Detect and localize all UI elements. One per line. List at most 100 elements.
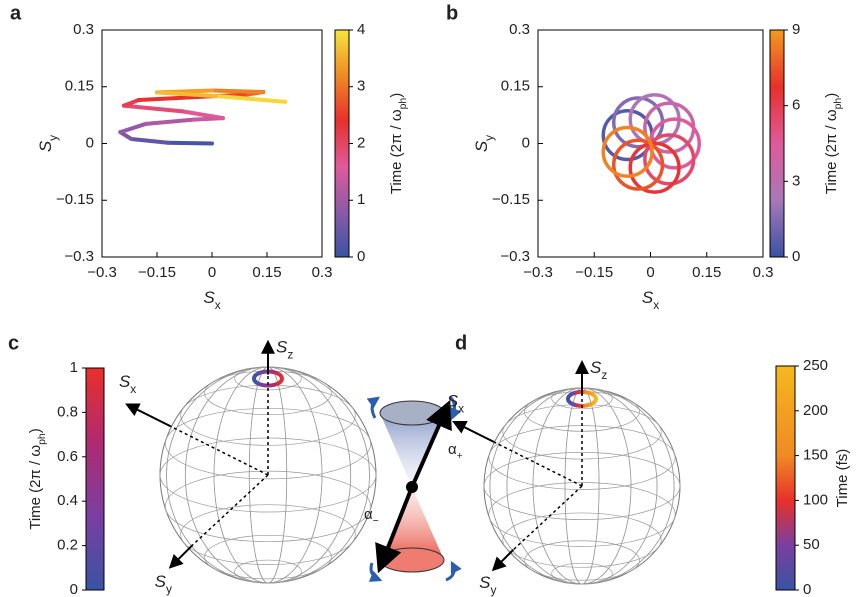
axis-label: Sz bbox=[590, 358, 607, 382]
x-axis-label-part: x bbox=[653, 298, 659, 312]
colorbar-tick-label: 9 bbox=[792, 21, 800, 38]
colorbar-label-part: ph bbox=[36, 433, 48, 445]
colorbar-tick-label: 250 bbox=[803, 357, 828, 374]
x-tick-label: −0.15 bbox=[138, 264, 176, 281]
axis-label: Sy bbox=[155, 572, 172, 596]
axis-label-part: S bbox=[590, 358, 602, 377]
y-axis-label: Sy bbox=[36, 135, 60, 152]
axis-y bbox=[168, 544, 194, 569]
x-tick-label: −0.3 bbox=[87, 264, 117, 281]
trajectory-segment bbox=[122, 103, 185, 114]
axis-label-part: y bbox=[490, 583, 496, 597]
latitude bbox=[502, 512, 662, 568]
colorbar bbox=[775, 365, 796, 591]
latitude bbox=[483, 452, 681, 520]
trajectory-segment bbox=[136, 94, 207, 102]
colorbar-tick-label: 3 bbox=[792, 172, 800, 189]
colorbar-tick-label: 1 bbox=[70, 359, 78, 376]
colorbar-tick-label: 0 bbox=[357, 248, 365, 265]
colorbar-tick-label: 0.8 bbox=[57, 403, 78, 420]
colorbar-tick-label: 2 bbox=[357, 134, 365, 151]
axis-x bbox=[452, 421, 495, 443]
trajectory-segment bbox=[210, 88, 266, 95]
trajectory-segment bbox=[180, 109, 225, 121]
colorbar-tick-label: 3 bbox=[357, 78, 365, 95]
trajectory-loop bbox=[643, 133, 696, 186]
cone-label-part: α bbox=[364, 506, 373, 523]
axis-label-part: z bbox=[601, 368, 607, 382]
trajectory-segment bbox=[144, 117, 196, 126]
colorbar-tick-label: 200 bbox=[803, 402, 828, 419]
trajectory-segment bbox=[118, 121, 148, 135]
colorbar-tick-label: 0 bbox=[792, 248, 800, 265]
y-tick-label: 0 bbox=[522, 134, 530, 151]
axis-x bbox=[125, 403, 172, 428]
axis-label-part: S bbox=[479, 573, 491, 592]
y-axis-label-part: y bbox=[46, 135, 60, 141]
x-tick-label: 0 bbox=[646, 264, 654, 281]
axis-label-part: S bbox=[119, 373, 131, 392]
y-axis-label-part: S bbox=[472, 140, 491, 152]
panel-letter: d bbox=[455, 332, 467, 354]
colorbar-label-part: Time (2π / ω bbox=[27, 445, 44, 530]
trajectory-segment bbox=[166, 140, 214, 146]
y-tick-label: 0 bbox=[86, 134, 94, 151]
axis-label-part: y bbox=[166, 582, 172, 596]
colorbar-label-part: ph bbox=[397, 98, 409, 110]
axis-label-part: S bbox=[155, 572, 167, 591]
y-tick-label: 0.3 bbox=[73, 21, 94, 38]
panel-letter: a bbox=[10, 2, 22, 24]
colorbar-tick-label: 6 bbox=[792, 97, 800, 114]
colorbar-tick-label: 0.2 bbox=[57, 537, 78, 554]
axis-label-part: x bbox=[458, 402, 464, 416]
trajectory-segment bbox=[217, 94, 288, 104]
axis-label-part: x bbox=[130, 382, 136, 396]
trajectory-segment bbox=[122, 97, 141, 108]
colorbar-tick-label: 4 bbox=[357, 21, 365, 38]
colorbar-label-part: Time (fs) bbox=[834, 449, 851, 508]
axis-dashed bbox=[191, 474, 269, 546]
x-axis-label-part: S bbox=[642, 288, 654, 307]
x-tick-label: 0.15 bbox=[252, 264, 281, 281]
panel-letter: c bbox=[8, 332, 19, 354]
y-tick-label: 0.3 bbox=[509, 21, 530, 38]
x-tick-label: −0.15 bbox=[575, 264, 613, 281]
cone-label-part: α bbox=[448, 441, 457, 458]
trajectory-segment bbox=[129, 136, 170, 145]
colorbar-tick-label: 0.6 bbox=[57, 448, 78, 465]
latitude bbox=[164, 470, 372, 542]
colorbar-label-part: Time (2π / ω bbox=[823, 109, 840, 194]
colorbar-tick-label: 0.4 bbox=[57, 492, 78, 509]
x-tick-label: 0.3 bbox=[753, 264, 774, 281]
trajectory-loop bbox=[612, 138, 665, 191]
colorbar-tick-label: 100 bbox=[803, 491, 828, 508]
axis-label-part: S bbox=[447, 392, 459, 411]
y-tick-label: −0.3 bbox=[64, 248, 94, 265]
axis-label: Sz bbox=[276, 338, 293, 362]
axis-label: Sx bbox=[119, 373, 136, 397]
cone-label: α− bbox=[364, 506, 379, 527]
cone-label-part: − bbox=[373, 515, 379, 527]
colorbar bbox=[85, 367, 105, 591]
latitude bbox=[204, 534, 332, 580]
axis-y bbox=[491, 548, 515, 572]
y-tick-label: −0.3 bbox=[500, 248, 530, 265]
x-tick-label: 0.3 bbox=[312, 264, 333, 281]
colorbar-label-part: ) bbox=[388, 93, 405, 98]
axis-label-part: S bbox=[276, 338, 288, 357]
colorbar bbox=[769, 29, 785, 258]
cone-label-part: + bbox=[457, 450, 463, 462]
x-axis-label-part: x bbox=[215, 298, 221, 312]
colorbar-label-part: Time (2π / ω bbox=[388, 109, 405, 194]
y-axis-label-part: y bbox=[482, 135, 496, 141]
colorbar-label: Time (2π / ωph) bbox=[388, 93, 409, 195]
latitude bbox=[488, 482, 676, 547]
colorbar-tick-label: 0 bbox=[70, 581, 78, 597]
x-tick-label: 0 bbox=[208, 264, 216, 281]
axis-dashed bbox=[170, 425, 269, 476]
axis-dashed bbox=[493, 441, 583, 487]
colorbar bbox=[334, 29, 350, 258]
trajectory-segment bbox=[155, 90, 222, 99]
y-tick-label: −0.15 bbox=[56, 191, 94, 208]
colorbar-tick-label: 0 bbox=[803, 581, 811, 597]
